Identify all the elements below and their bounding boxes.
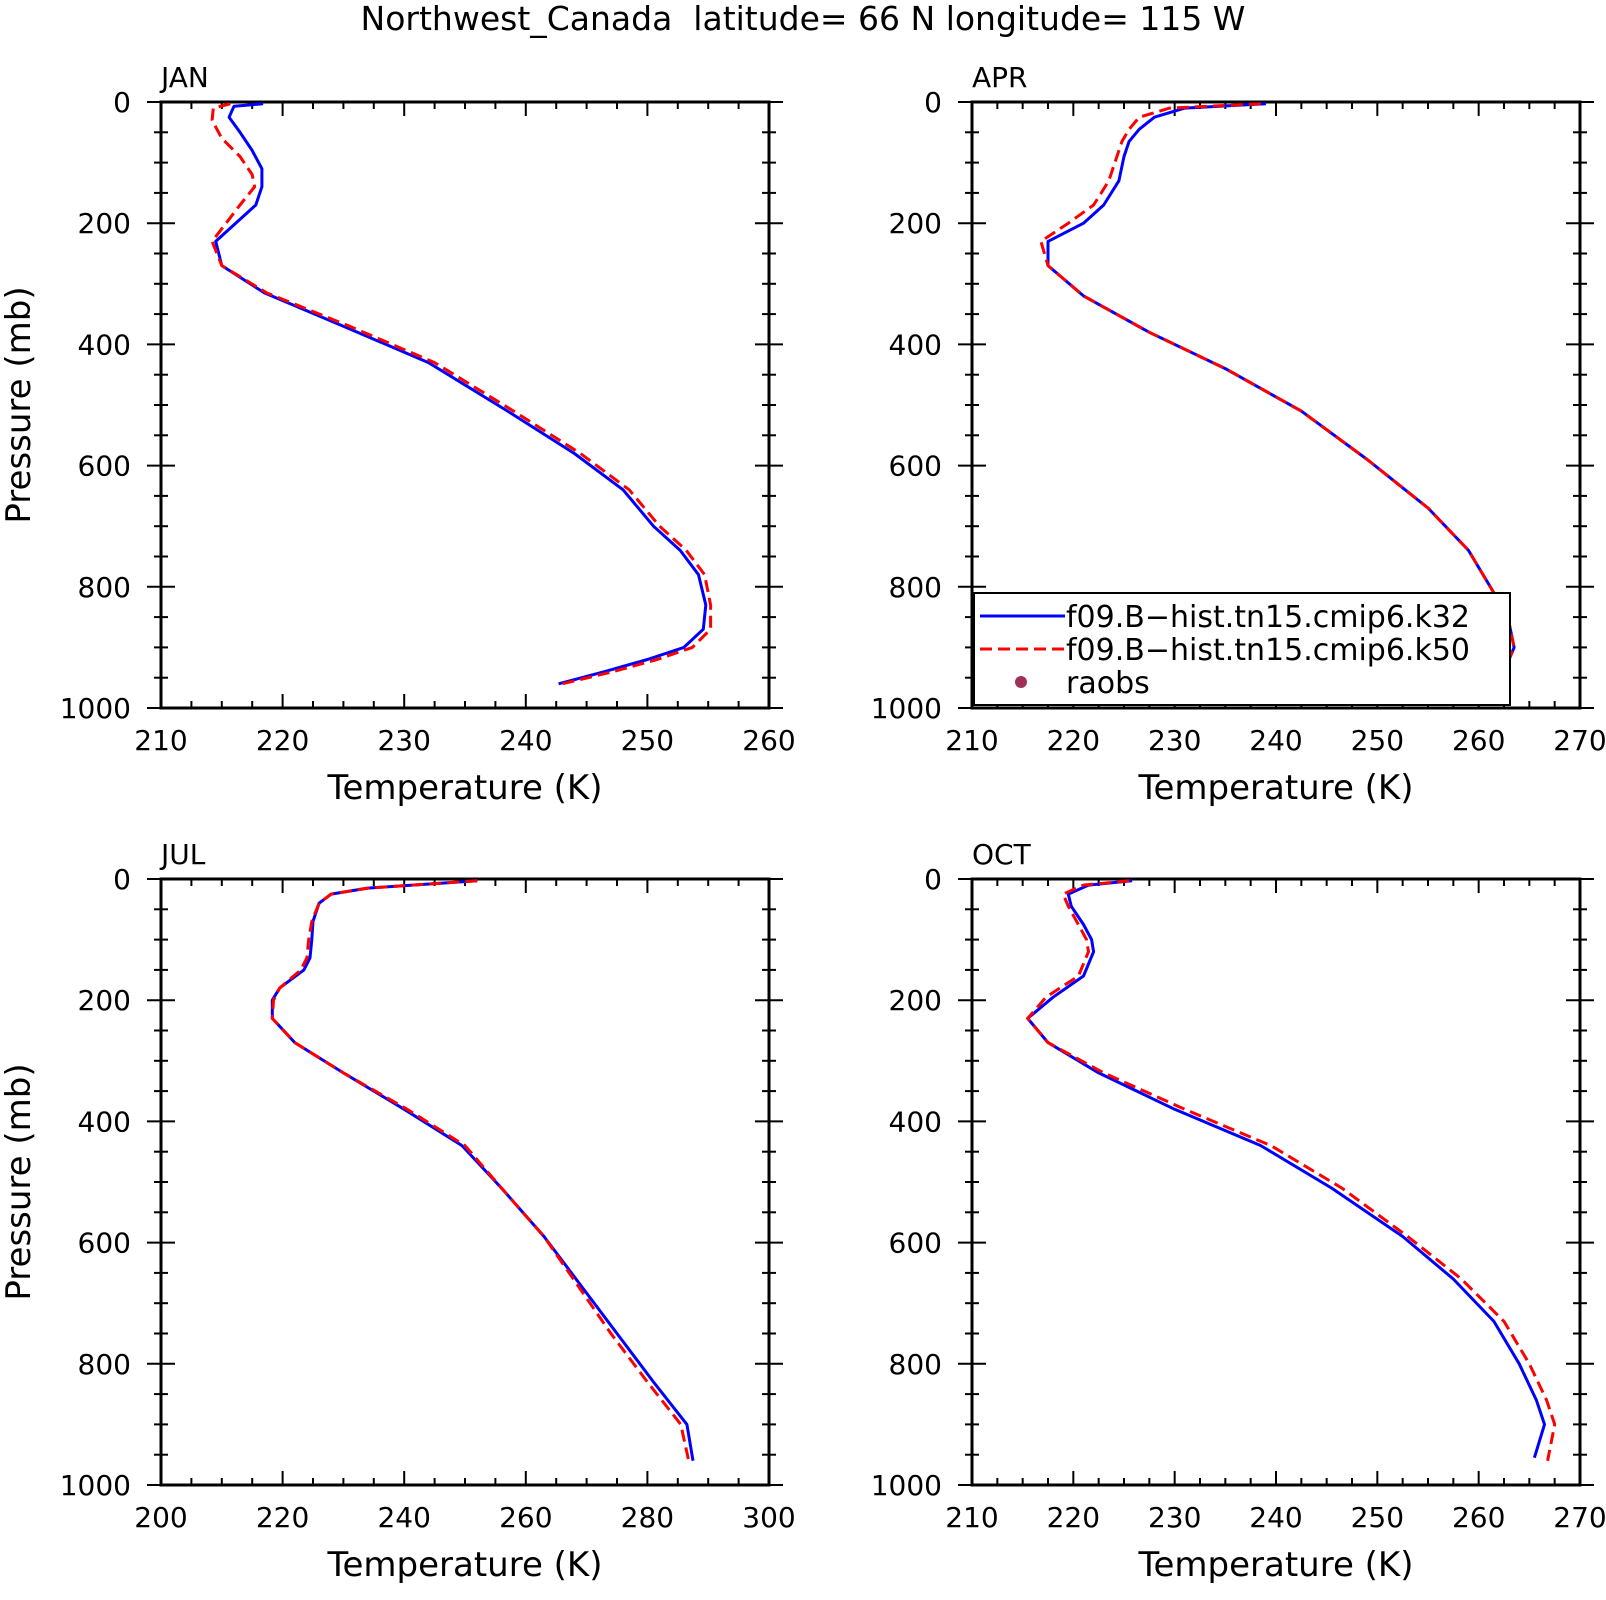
y-tick-label: 600 bbox=[889, 1227, 942, 1260]
y-tick-label: 1000 bbox=[871, 1469, 942, 1502]
x-tick-label: 230 bbox=[1148, 1501, 1201, 1534]
plot-frame bbox=[159, 100, 771, 710]
x-tick-label: 240 bbox=[377, 1501, 430, 1534]
x-tick-label: 250 bbox=[1351, 724, 1404, 757]
panel-oct: 210 220 230 240 250 260 270 0 200 400 600 800 1000 OC… bbox=[871, 838, 1606, 1585]
x-axis-label: Temperature (K) bbox=[1137, 768, 1413, 808]
panel-title: JUL bbox=[159, 838, 206, 871]
series-line-k32 bbox=[270, 879, 695, 1462]
x-tick-label: 220 bbox=[1047, 724, 1100, 757]
legend-label: raobs bbox=[1066, 666, 1150, 701]
y-tick-label: 800 bbox=[889, 1348, 942, 1381]
x-tick-label: 270 bbox=[1553, 724, 1606, 757]
x-tick-label: 270 bbox=[1553, 1501, 1606, 1534]
y-tick-label: 400 bbox=[889, 1105, 942, 1138]
y-tick-label: 800 bbox=[78, 571, 131, 604]
panel-title: APR bbox=[972, 61, 1028, 94]
y-tick-label: 0 bbox=[113, 86, 131, 119]
y-tick-label: 400 bbox=[78, 328, 131, 361]
legend: f09.B−hist.tn15.cmip6.k32f09.B−hist.tn15… bbox=[973, 592, 1511, 706]
y-tick-label: 800 bbox=[889, 571, 942, 604]
x-tick-label: 240 bbox=[1249, 724, 1302, 757]
x-tick-label: 210 bbox=[134, 724, 187, 757]
x-tick-label: 240 bbox=[499, 724, 552, 757]
series-line-k50 bbox=[270, 879, 691, 1462]
x-tick-label: 230 bbox=[1148, 724, 1201, 757]
x-tick-label: 220 bbox=[256, 724, 309, 757]
series-line-k32 bbox=[214, 102, 708, 686]
y-tick-label: 0 bbox=[924, 863, 942, 896]
x-tick-label: 230 bbox=[377, 724, 430, 757]
y-tick-label: 0 bbox=[113, 863, 131, 896]
x-tick-label: 250 bbox=[1351, 1501, 1404, 1534]
y-axis-label: Pressure (mb) bbox=[0, 1063, 39, 1300]
y-tick-label: 400 bbox=[78, 1105, 131, 1138]
legend-label: f09.B−hist.tn15.cmip6.k50 bbox=[1066, 633, 1470, 668]
x-tick-label: 260 bbox=[499, 1501, 552, 1534]
y-tick-label: 200 bbox=[889, 984, 942, 1017]
x-tick-label: 260 bbox=[1452, 1501, 1505, 1534]
series-line-k50 bbox=[1026, 879, 1557, 1462]
x-tick-label: 210 bbox=[945, 1501, 998, 1534]
y-tick-label: 800 bbox=[78, 1348, 131, 1381]
panel-title: OCT bbox=[972, 838, 1032, 871]
panel-apr: 210 220 230 240 250 260 270 0 200 400 600 800 1000 AP… bbox=[871, 61, 1606, 808]
y-tick-label: 0 bbox=[924, 86, 942, 119]
y-axis-label: Pressure (mb) bbox=[0, 286, 39, 523]
y-tick-label: 200 bbox=[78, 207, 131, 240]
x-tick-label: 220 bbox=[256, 1501, 309, 1534]
series-line-k50 bbox=[210, 102, 713, 686]
x-tick-label: 280 bbox=[621, 1501, 674, 1534]
x-axis-label: Temperature (K) bbox=[326, 768, 602, 808]
y-tick-label: 600 bbox=[78, 450, 131, 483]
x-tick-label: 260 bbox=[1452, 724, 1505, 757]
legend-label: f09.B−hist.tn15.cmip6.k32 bbox=[1066, 600, 1470, 635]
legend-marker-raobs bbox=[1015, 676, 1027, 688]
panel-jul: 200 220 240 260 280 300 0 200 400 600 800 1000 JUL Te… bbox=[0, 838, 796, 1585]
plot-frame bbox=[970, 877, 1582, 1487]
panel-jan: 210 220 230 240 250 260 0 200 400 600 800 1000 JAN Te… bbox=[0, 61, 796, 808]
y-tick-label: 200 bbox=[889, 207, 942, 240]
plot-frame bbox=[159, 877, 771, 1487]
y-tick-label: 1000 bbox=[60, 1469, 131, 1502]
y-tick-label: 200 bbox=[78, 984, 131, 1017]
y-tick-label: 400 bbox=[889, 328, 942, 361]
y-tick-label: 1000 bbox=[60, 692, 131, 725]
x-tick-label: 220 bbox=[1047, 1501, 1100, 1534]
y-tick-label: 600 bbox=[889, 450, 942, 483]
y-tick-label: 1000 bbox=[871, 692, 942, 725]
x-axis-label: Temperature (K) bbox=[1137, 1545, 1413, 1585]
x-tick-label: 240 bbox=[1249, 1501, 1302, 1534]
x-tick-label: 210 bbox=[945, 724, 998, 757]
x-tick-label: 260 bbox=[742, 724, 795, 757]
panels: 210 220 230 240 250 260 0 200 400 600 800 1000 JAN Te… bbox=[0, 61, 1606, 1585]
panel-title: JAN bbox=[159, 61, 209, 94]
series-line-k32 bbox=[1026, 879, 1546, 1459]
x-tick-label: 250 bbox=[621, 724, 674, 757]
x-axis-label: Temperature (K) bbox=[326, 1545, 602, 1585]
y-tick-label: 600 bbox=[78, 1227, 131, 1260]
x-tick-label: 200 bbox=[134, 1501, 187, 1534]
x-tick-label: 300 bbox=[742, 1501, 795, 1534]
page-title: Northwest_Canada latitude= 66 N longitud… bbox=[361, 0, 1246, 38]
